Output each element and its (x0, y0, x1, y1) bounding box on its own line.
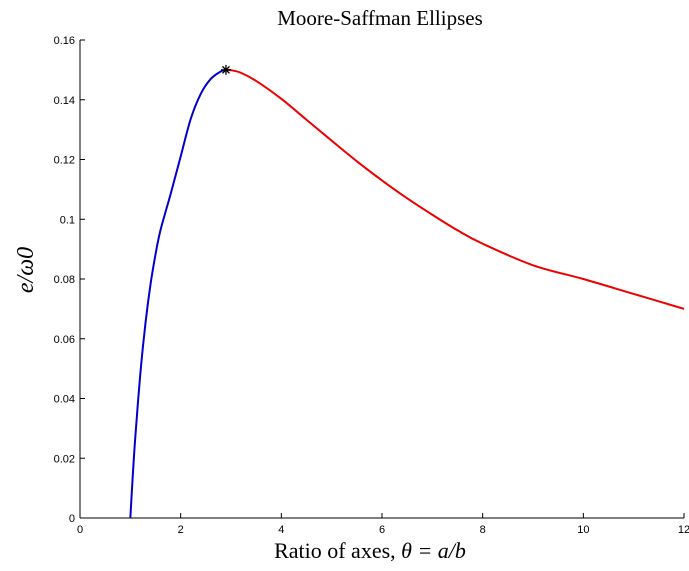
y-axis-label: e/ω0 (13, 247, 39, 293)
series-line-2 (225, 68, 685, 310)
series-line-1 (129, 68, 227, 519)
series-group (129, 68, 685, 519)
marker-group (220, 64, 231, 75)
x-tick-label: 2 (178, 524, 184, 536)
x-axis-label-math: θ = a/b (401, 538, 466, 563)
x-tick-label: 12 (678, 524, 689, 536)
x-tick-label: 8 (480, 524, 486, 536)
y-tick-label: 0.12 (54, 155, 75, 167)
y-ticks: 0 0.02 0.04 0.06 0.08 0.1 0.12 0.14 0.16 (54, 35, 85, 525)
x-tick-label: 0 (77, 524, 83, 536)
x-tick-label: 4 (278, 524, 284, 536)
x-axis-label: Ratio of axes, θ = a/b (274, 538, 466, 563)
y-tick-label: 0.04 (54, 394, 75, 406)
x-tick-label: 10 (577, 524, 589, 536)
y-tick-label: 0.06 (54, 334, 75, 346)
y-tick-label: 0.02 (54, 453, 75, 465)
y-tick-label: 0.1 (60, 214, 75, 226)
peak-marker (220, 64, 231, 75)
y-tick-label: 0.08 (54, 274, 75, 286)
y-axis-label-text: e/ω0 (13, 247, 39, 293)
x-axis-label-prefix: Ratio of axes, (274, 538, 401, 563)
plot-area: 0 2 4 6 8 10 12 0 0.02 0.04 0.06 0.08 0.1 0.12 0.14 0.… (54, 35, 689, 536)
x-tick-label: 6 (379, 524, 385, 536)
y-tick-label: 0 (69, 513, 75, 525)
chart-title: Moore-Saffman Ellipses (277, 6, 483, 30)
x-ticks: 0 2 4 6 8 10 12 (77, 513, 689, 536)
y-tick-label: 0.16 (54, 35, 75, 47)
y-tick-label: 0.14 (54, 95, 75, 107)
